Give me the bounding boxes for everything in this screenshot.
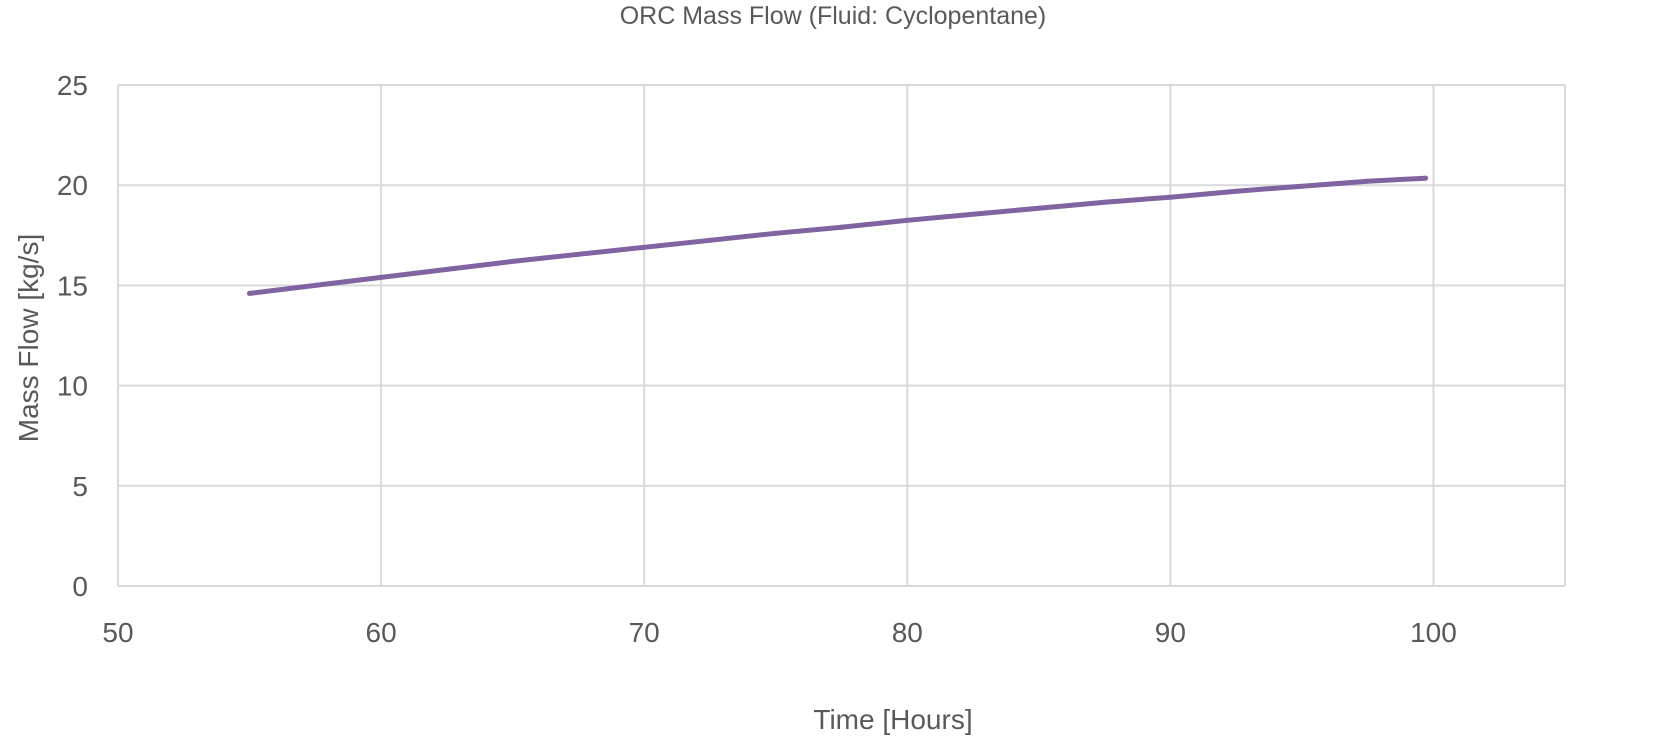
data-point	[1036, 205, 1042, 211]
data-point	[378, 274, 384, 280]
x-tick-label: 70	[629, 617, 660, 648]
x-tick-label: 90	[1155, 617, 1186, 648]
y-tick-label: 0	[72, 571, 88, 602]
data-point	[1423, 175, 1429, 181]
x-axis-label: Time [Hours]	[813, 704, 973, 735]
data-point	[773, 230, 779, 236]
data-point	[1102, 199, 1108, 205]
data-point	[707, 237, 713, 243]
data-point	[839, 224, 844, 230]
data-point	[1299, 183, 1305, 189]
x-tick-label: 100	[1410, 617, 1457, 648]
data-point	[444, 266, 450, 272]
y-tick-label: 10	[57, 371, 88, 402]
y-tick-label: 25	[57, 70, 88, 101]
x-tick-label: 50	[102, 617, 133, 648]
x-tick-label: 80	[892, 617, 923, 648]
y-axis-label: Mass Flow [kg/s]	[13, 233, 44, 443]
data-point	[510, 258, 516, 264]
data-point	[575, 251, 581, 257]
chart-title: ORC Mass Flow (Fluid: Cyclopentane)	[619, 2, 1047, 30]
data-point	[1365, 178, 1371, 184]
data-point	[1167, 194, 1173, 200]
data-point	[904, 217, 910, 223]
y-tick-label: 20	[57, 170, 88, 201]
data-point	[1233, 188, 1239, 194]
x-tick-label: 60	[366, 617, 397, 648]
data-point	[641, 244, 647, 250]
data-point	[247, 290, 253, 296]
data-point	[970, 211, 976, 217]
series-line	[247, 175, 1429, 296]
y-tick-label: 15	[57, 270, 88, 301]
y-tick-label: 5	[72, 471, 88, 502]
data-point	[312, 282, 318, 288]
